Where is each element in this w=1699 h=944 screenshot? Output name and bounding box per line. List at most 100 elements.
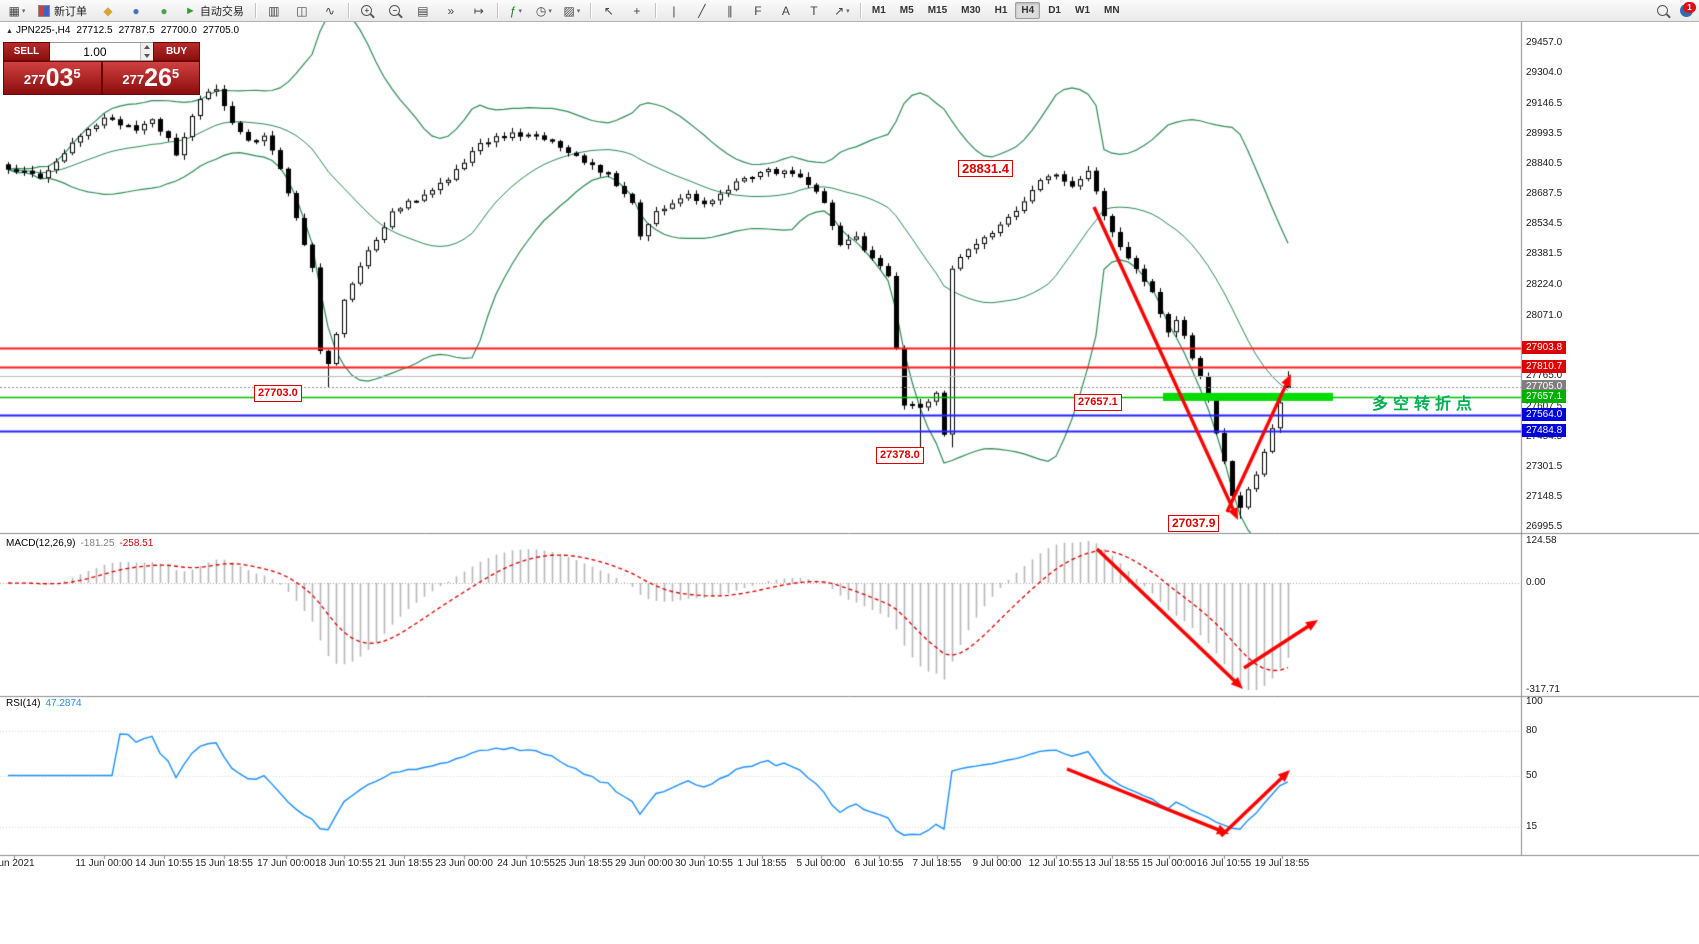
mql5-community-icon[interactable]: ● — [123, 1, 149, 21]
glyph: ▦ — [8, 3, 20, 18]
search-icon[interactable] — [1649, 1, 1675, 21]
glyph: ↦ — [473, 3, 484, 18]
rsi-value: 47.2874 — [45, 698, 82, 709]
timeframe-h4-button[interactable]: H4 — [1015, 2, 1041, 19]
glyph: ● — [132, 3, 140, 18]
vertical-line-icon[interactable]: | — [661, 1, 687, 21]
glyph: F — [754, 3, 762, 18]
ohlc-low: 27700.0 — [160, 25, 197, 36]
glyph: ↗ — [834, 3, 845, 18]
templates-icon[interactable]: ▨ ▾ — [559, 1, 585, 21]
bar-chart-icon[interactable]: ▥ — [261, 1, 287, 21]
glyph: A — [781, 3, 790, 18]
fibonacci-icon[interactable]: F — [745, 1, 771, 21]
glyph: + — [633, 3, 641, 18]
chart-shift-icon[interactable]: ↦ — [466, 1, 492, 21]
sell-price-sup: 5 — [73, 66, 81, 81]
turning-point-label: 多空转折点 — [1372, 396, 1478, 413]
channel-icon[interactable]: ∥ — [717, 1, 743, 21]
ohlc-open: 27712.5 — [76, 25, 113, 36]
toolbar-separator — [496, 3, 498, 18]
line-chart-icon[interactable]: ∿ — [317, 1, 343, 21]
periods-icon[interactable]: ◷ ▾ — [531, 1, 557, 21]
crosshair-icon[interactable]: + — [624, 1, 650, 21]
glyph: ▨ — [563, 3, 575, 18]
text-icon[interactable]: A — [773, 1, 799, 21]
chart-symbol-title: ▲ JPN225-,H4 27712.5 27787.5 27700.0 27705.0 — [6, 25, 245, 36]
buy-price-sup: 5 — [171, 66, 180, 81]
label-icon[interactable]: T — [801, 1, 827, 21]
macd-name: MACD(12,26,9) — [6, 538, 76, 549]
glyph: ► — [185, 4, 196, 17]
auto-scroll-icon[interactable]: » — [438, 1, 464, 21]
buy-price-button[interactable]: 277 26 5 — [101, 61, 200, 95]
ohlc-high: 27787.5 — [118, 25, 155, 36]
glyph: ╱ — [698, 3, 706, 18]
sell-button[interactable]: SELL — [3, 42, 50, 61]
lens-glyph — [1656, 5, 1668, 16]
volume-stepper — [139, 43, 153, 60]
buy-price-prefix: 277 — [122, 72, 145, 87]
macd-value-2: -258.51 — [119, 538, 154, 549]
glyph: ◫ — [296, 3, 308, 18]
glyph: | — [672, 3, 676, 18]
ohlc-close: 27705.0 — [202, 25, 240, 36]
cursor-icon[interactable]: ↖ — [596, 1, 622, 21]
macd-indicator-label: MACD(12,26,9) -181.25 -258.51 — [6, 538, 153, 549]
candlestick-chart-icon[interactable]: ◫ — [289, 1, 315, 21]
sell-price-prefix: 277 — [23, 72, 46, 87]
arrows-icon[interactable]: ↗ ▾ — [829, 1, 855, 21]
chevron-down-icon: ▾ — [21, 7, 26, 15]
toolbar-separator — [654, 3, 656, 18]
glyph: ▤ — [417, 3, 429, 18]
toolbar-separator — [347, 3, 349, 18]
up-arrow-icon — [143, 45, 150, 50]
toolbar-separator — [254, 3, 256, 18]
buy-button[interactable]: BUY — [153, 42, 200, 61]
timeframe-m5-button[interactable]: M5 — [899, 5, 914, 16]
chart-canvas[interactable] — [0, 22, 1699, 944]
new-chart-icon[interactable]: ▦ ▾ — [4, 1, 30, 21]
notifications-badge[interactable]: 1 — [1676, 1, 1696, 20]
lens-glyph: − — [389, 5, 401, 16]
rsi-name: RSI(14) — [6, 698, 41, 709]
indicators-icon[interactable]: ƒ ▾ — [503, 1, 529, 21]
glyph: » — [447, 3, 455, 18]
market-icon[interactable]: ● — [151, 1, 177, 21]
chevron-down-icon: ▾ — [518, 7, 522, 15]
glyph: ● — [160, 3, 168, 18]
glyph: ↖ — [603, 3, 614, 18]
glyph: ◷ — [535, 3, 547, 18]
button-label: 新订单 — [54, 5, 87, 18]
order-icon — [38, 4, 50, 17]
macd-value-1: -181.25 — [80, 538, 115, 549]
volume-increase-button[interactable] — [140, 43, 153, 52]
timeframe-m15-button[interactable]: M15 — [927, 5, 948, 16]
volume-decrease-button[interactable] — [140, 51, 153, 60]
timeframe-h1-button[interactable]: H1 — [994, 5, 1008, 16]
symbol-marker-icon: ▲ — [6, 28, 13, 35]
glyph: ƒ — [509, 3, 517, 18]
chevron-down-icon: ▾ — [576, 7, 581, 15]
button-label: 自动交易 — [199, 5, 244, 18]
zoom-out-icon[interactable]: − — [382, 1, 408, 21]
rsi-indicator-label: RSI(14) 47.2874 — [6, 698, 82, 709]
volume-input[interactable] — [50, 43, 140, 60]
timeframe-m30-button[interactable]: M30 — [961, 5, 981, 16]
sell-price-button[interactable]: 277 03 5 — [3, 61, 102, 95]
glyph: ▥ — [268, 3, 280, 18]
timeframe-mn-button[interactable]: MN — [1104, 5, 1120, 16]
chart-profiles-icon[interactable]: ◆ — [95, 1, 121, 21]
tile-windows-icon[interactable]: ▤ — [410, 1, 436, 21]
toolbar: ▦ ▾ 新订单 ◆ ● ● ► 自动交易 ▥ ◫ ∿ + − ▤» ↦ ƒ ▾ ◷ ▾ ▨ ▾ ↖ + | ╱ ∥ F A T ↗ ▾ M1 M… — [0, 0, 1699, 22]
trendline-icon[interactable]: ╱ — [689, 1, 715, 21]
zoom-in-icon[interactable]: + — [354, 1, 380, 21]
autotrade-button[interactable]: ► 自动交易 — [179, 1, 250, 21]
new-order-button[interactable]: 新订单 — [32, 1, 93, 21]
timeframe-d1-button[interactable]: D1 — [1048, 5, 1061, 16]
timeframe-m1-button[interactable]: M1 — [871, 5, 886, 16]
glyph: T — [810, 3, 818, 18]
timeframe-w1-button[interactable]: W1 — [1075, 5, 1090, 16]
